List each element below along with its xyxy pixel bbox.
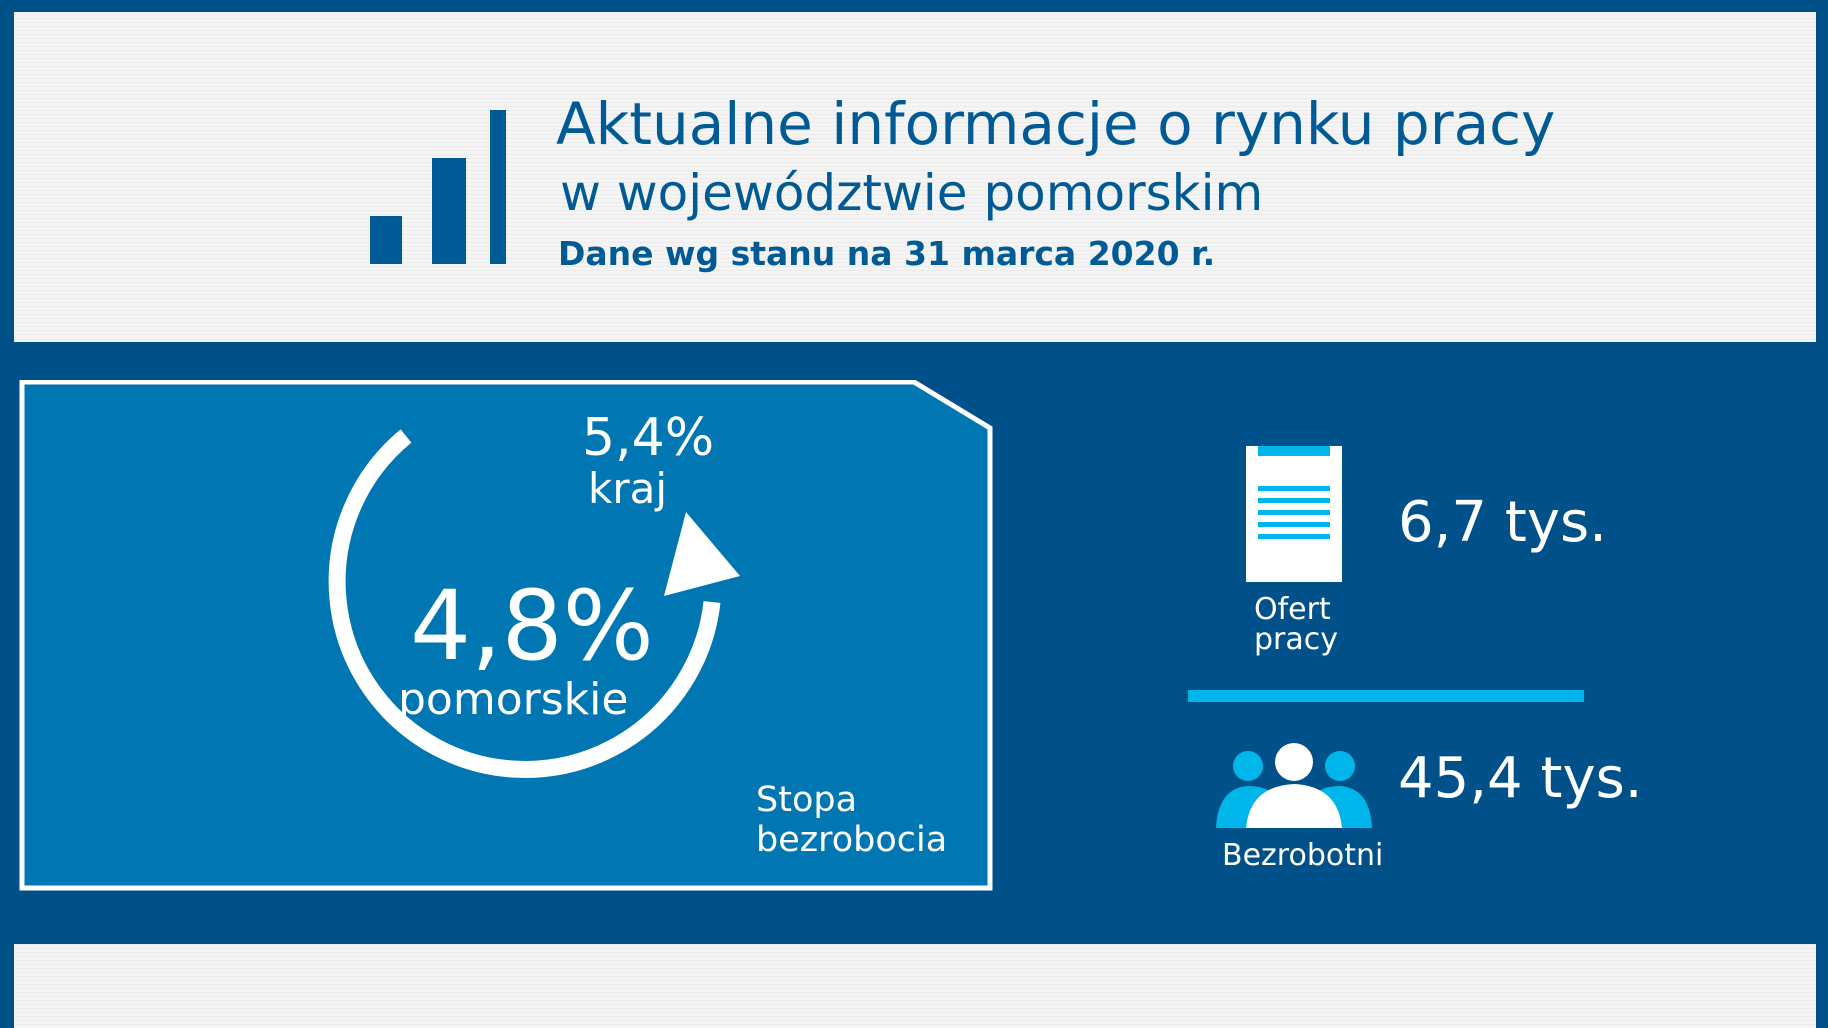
job-offers-value: 6,7 tys. (1398, 490, 1607, 555)
footer-panel (14, 944, 1816, 1028)
job-offers-label-second-line: pracy (1254, 622, 1339, 657)
region-rate-value: 4,8% (410, 570, 654, 682)
cycle-arrow-head-icon (664, 512, 740, 596)
bar-chart-logo-icon (370, 110, 506, 264)
cycle-arrow-icon (328, 429, 721, 778)
card-frame (19, 380, 993, 891)
job-offers-label: Ofert (1254, 592, 1331, 627)
country-rate-value: 5,4% (582, 408, 715, 468)
unemployed-label: Bezrobotni (1222, 838, 1384, 873)
people-icon (1216, 743, 1372, 828)
unemployed-value: 45,4 tys. (1398, 746, 1643, 811)
document-icon (1246, 446, 1342, 582)
page-title: Aktualne informacje o rynku pracy (556, 90, 1556, 158)
rate-title-second-line: bezrobocia (756, 820, 948, 860)
unemployment-rate-card (19, 380, 993, 891)
region-rate-label: pomorskie (398, 674, 629, 725)
section-divider (1188, 690, 1584, 702)
page-subtitle: w województwie pomorskim (560, 164, 1264, 222)
rate-title: Stopa (756, 780, 858, 820)
country-rate-label: kraj (588, 464, 667, 513)
data-date: Dane wg stanu na 31 marca 2020 r. (558, 234, 1216, 273)
header-panel (14, 12, 1816, 342)
